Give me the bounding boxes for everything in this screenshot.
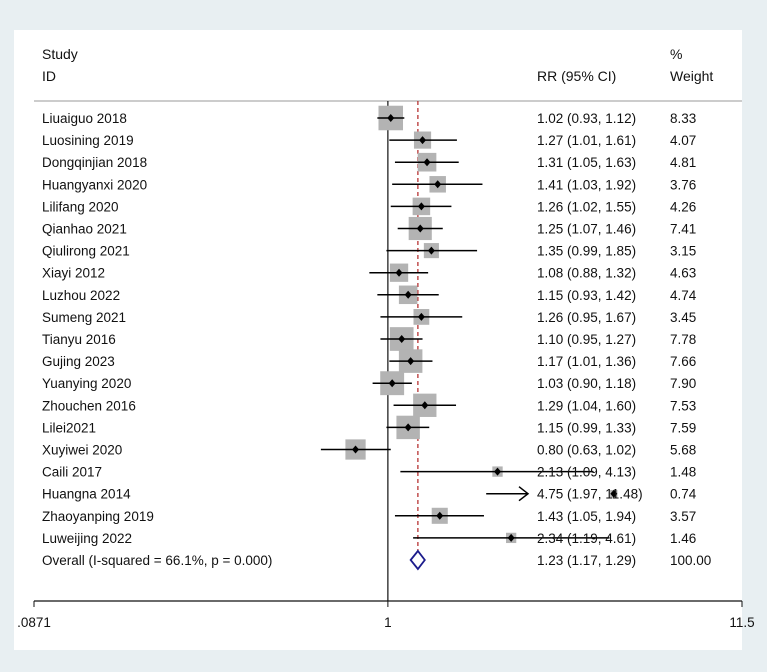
point-estimate — [387, 114, 395, 122]
study-ci-text: 1.08 (0.88, 1.32) — [537, 266, 636, 281]
point-estimate — [398, 335, 406, 343]
study-label: Qiulirong 2021 — [42, 244, 130, 259]
study-weight: 4.07 — [670, 133, 696, 148]
study-weight: 3.76 — [670, 177, 696, 192]
point-estimate — [417, 202, 425, 211]
study-weight: 7.90 — [670, 376, 696, 391]
study-weight: 8.33 — [670, 111, 696, 126]
study-weight: 1.46 — [670, 531, 696, 546]
study-weight: 5.68 — [670, 443, 696, 458]
study-label: Yuanying 2020 — [42, 376, 131, 391]
study-label: Huangyanxi 2020 — [42, 177, 147, 192]
study-weight: 4.63 — [670, 266, 696, 281]
study-weight: 7.78 — [670, 332, 696, 347]
point-estimate — [434, 180, 442, 189]
study-label: Lilifang 2020 — [42, 199, 119, 214]
study-ci-text: 0.80 (0.63, 1.02) — [537, 443, 636, 458]
point-estimate — [416, 224, 424, 233]
x-tick-label: .0871 — [17, 615, 51, 630]
header-effect-label: RR (95% CI) — [537, 68, 616, 84]
study-label: Qianhao 2021 — [42, 222, 127, 237]
study-ci-text: 1.31 (1.05, 1.63) — [537, 155, 636, 170]
study-weight: 1.48 — [670, 465, 696, 480]
study-rows: Liuaiguo 2018 1.02 (0.93, 1.12) 8.33 Luosin… — [42, 101, 711, 601]
x-axis: .0871 1 11.5 — [17, 601, 755, 630]
study-weight: 4.74 — [670, 288, 697, 303]
study-ci-text: 1.35 (0.99, 1.85) — [537, 244, 636, 259]
study-label: Lilei2021 — [42, 420, 96, 435]
study-label: Zhouchen 2016 — [42, 398, 136, 413]
study-label: Huangna 2014 — [42, 487, 131, 502]
study-weight: 7.53 — [670, 398, 696, 413]
study-ci-text: 2.13 (1.09, 4.13) — [537, 465, 636, 480]
study-ci-text: 1.03 (0.90, 1.18) — [537, 376, 636, 391]
overall-ci-text: 1.23 (1.17, 1.29) — [537, 553, 636, 568]
study-ci-text: 1.27 (1.01, 1.61) — [537, 133, 636, 148]
plot-area — [14, 30, 742, 650]
study-weight: 0.74 — [670, 487, 697, 502]
study-ci-text: 1.43 (1.05, 1.94) — [537, 509, 636, 524]
point-estimate — [407, 357, 415, 366]
overall-label: Overall (I-squared = 66.1%, p = 0.000) — [42, 553, 272, 568]
study-weight: 4.81 — [670, 155, 696, 170]
study-weight: 7.41 — [670, 222, 696, 237]
study-weight: 3.57 — [670, 509, 696, 524]
point-estimate — [352, 445, 360, 454]
study-weight: 7.66 — [670, 354, 696, 369]
study-ci-text: 4.75 (1.97, 11.48) — [537, 487, 643, 502]
header-weight-label: Weight — [670, 68, 713, 84]
point-estimate — [427, 246, 435, 255]
study-ci-text: 1.25 (1.07, 1.46) — [537, 222, 636, 237]
study-weight: 3.45 — [670, 310, 696, 325]
study-label: Gujing 2023 — [42, 354, 115, 369]
x-tick-label: 1 — [384, 615, 392, 630]
point-estimate — [417, 312, 425, 321]
overall-diamond — [409, 549, 426, 571]
study-ci-text: 1.10 (0.95, 1.27) — [537, 332, 636, 347]
point-estimate — [423, 158, 431, 167]
study-ci-text: 1.15 (0.93, 1.42) — [537, 288, 636, 303]
study-weight: 3.15 — [670, 244, 696, 259]
study-label: Luosining 2019 — [42, 133, 134, 148]
study-ci-text: 2.34 (1.19, 4.61) — [537, 531, 636, 546]
study-label: Caili 2017 — [42, 465, 102, 480]
study-ci-text: 1.26 (0.95, 1.67) — [537, 310, 636, 325]
point-estimate — [395, 268, 403, 277]
x-tick-label: 11.5 — [729, 615, 754, 630]
study-label: Dongqinjian 2018 — [42, 155, 147, 170]
header-study-label: Study — [42, 46, 78, 62]
study-ci-text: 1.02 (0.93, 1.12) — [537, 111, 636, 126]
study-ci-text: 1.26 (1.02, 1.55) — [537, 199, 636, 214]
point-estimate — [494, 467, 502, 476]
point-estimate — [404, 290, 412, 299]
point-estimate — [404, 423, 412, 432]
point-estimate — [507, 533, 515, 542]
study-label: Xiayi 2012 — [42, 266, 105, 281]
study-label: Sumeng 2021 — [42, 310, 126, 325]
point-estimate — [388, 379, 396, 388]
point-estimate — [419, 136, 427, 145]
header-id-label: ID — [42, 68, 56, 84]
study-weight: 4.26 — [670, 199, 696, 214]
overall-weight: 100.00 — [670, 553, 711, 568]
header-percent-label: % — [670, 46, 682, 62]
ci-arrow — [518, 486, 530, 502]
study-label: Zhaoyanping 2019 — [42, 509, 154, 524]
study-ci-text: 1.17 (1.01, 1.36) — [537, 354, 636, 369]
study-label: Luweijing 2022 — [42, 531, 132, 546]
study-label: Luzhou 2022 — [42, 288, 120, 303]
study-label: Xuyiwei 2020 — [42, 443, 122, 458]
study-ci-text: 1.29 (1.04, 1.60) — [537, 398, 636, 413]
study-label: Tianyu 2016 — [42, 332, 116, 347]
study-ci-text: 1.15 (0.99, 1.33) — [537, 420, 636, 435]
study-weight: 7.59 — [670, 420, 696, 435]
point-estimate — [610, 489, 618, 498]
point-estimate — [436, 511, 444, 520]
point-estimate — [421, 401, 429, 410]
study-label: Liuaiguo 2018 — [42, 111, 127, 126]
study-ci-text: 1.41 (1.03, 1.92) — [537, 177, 636, 192]
